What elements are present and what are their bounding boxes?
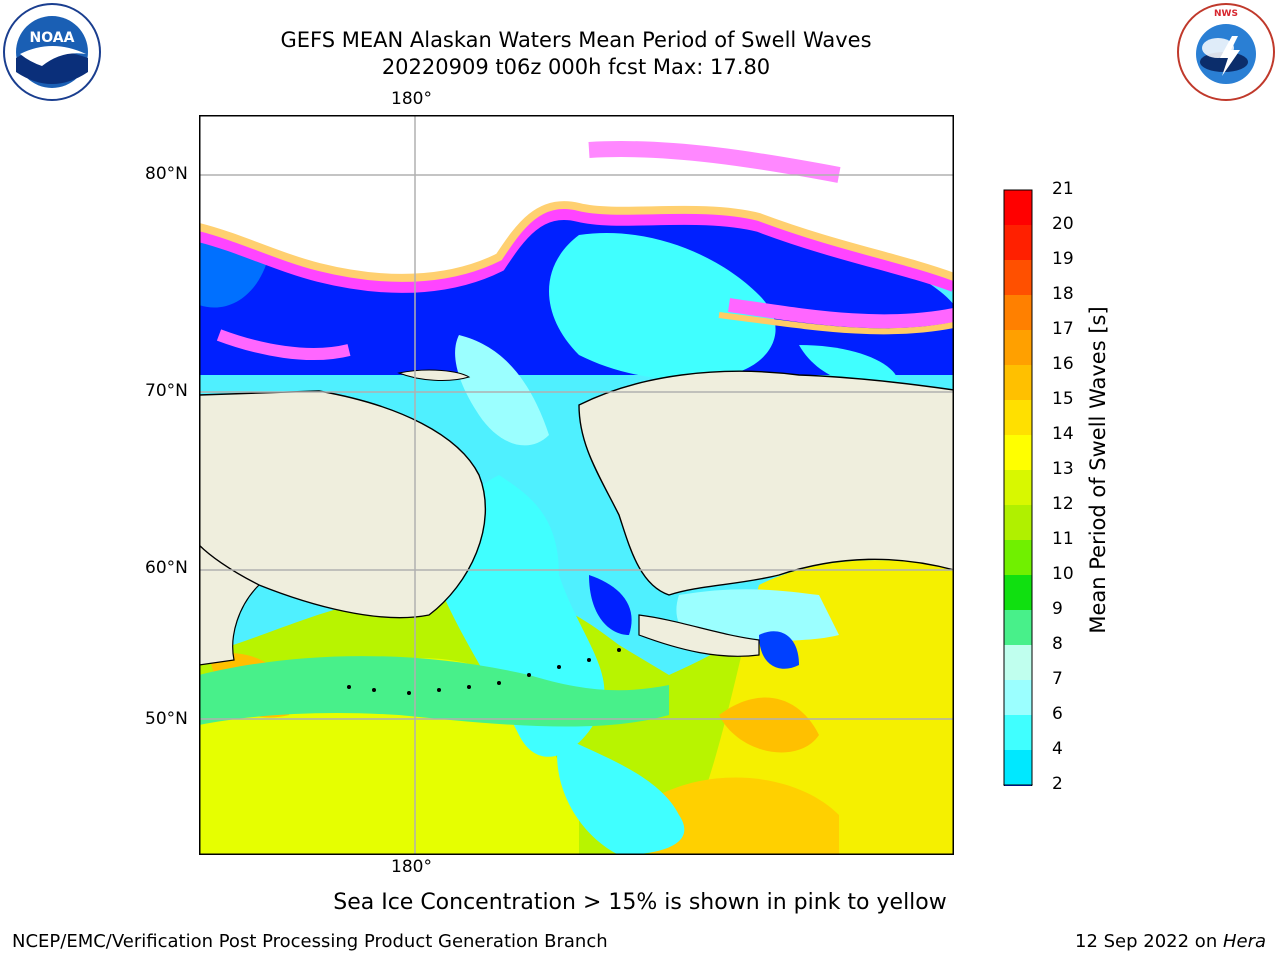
- colorbar-tick-label: 9: [1052, 599, 1063, 619]
- svg-text:NOAA: NOAA: [30, 30, 75, 46]
- lat-label-80: 80°N: [145, 164, 188, 184]
- map-border: [199, 115, 954, 855]
- land-alaska-peninsula: [638, 614, 760, 657]
- colorbar-segment: [1004, 190, 1032, 225]
- sea-ice-edge-yellow: [199, 201, 954, 282]
- colorbar-tick-label: 17: [1052, 319, 1074, 339]
- lat-label-70: 70°N: [145, 381, 188, 401]
- sea-ice-band-west: [216, 329, 351, 360]
- swell-patch-gulf-blue: [759, 631, 799, 669]
- colorbar-tick-label: 19: [1052, 249, 1074, 269]
- colorbar-outline: [1003, 189, 1033, 786]
- chart-subtitle: 20220909 t06z 000h fcst Max: 17.80: [381, 55, 771, 79]
- lat-label-60: 60°N: [145, 558, 188, 578]
- colorbar-tick-label: 10: [1052, 564, 1074, 584]
- footer-host: Hera: [1222, 931, 1266, 952]
- colorbar-segment: [1004, 540, 1032, 575]
- colorbar-tick-label: 21: [1052, 179, 1074, 199]
- colorbar-segment: [1004, 400, 1032, 435]
- colorbar-segment: [1004, 330, 1032, 365]
- colorbar-title: Mean Period of Swell Waves [s]: [1086, 306, 1110, 634]
- colorbar-segment: [1004, 505, 1032, 540]
- colorbar-tick-label: 11: [1052, 529, 1074, 549]
- colorbar-tick-label: 16: [1052, 354, 1074, 374]
- lon-label-bottom: 180°: [391, 857, 432, 877]
- colorbar-tick-label: 7: [1052, 669, 1063, 689]
- swell-patch-bristol: [589, 575, 632, 635]
- lon-label-top: 180°: [391, 89, 432, 109]
- colorbar-segment: [1004, 470, 1032, 505]
- footer-date: 12 Sep 2022 on Hera: [1075, 931, 1266, 952]
- footer-credit: NCEP/EMC/Verification Post Processing Pr…: [12, 931, 608, 952]
- colorbar-tick-label: 15: [1052, 389, 1074, 409]
- colorbar-tick-label: 6: [1052, 704, 1063, 724]
- swell-region-chukchi: [549, 233, 776, 379]
- sea-ice-band-east: [728, 298, 954, 329]
- swell-band-aleutians: [199, 656, 669, 727]
- colorbar-segment: [1004, 225, 1032, 260]
- land-kamchatka: [199, 544, 261, 666]
- colorbar-segment: [1004, 750, 1032, 785]
- colorbar-segment: [1004, 715, 1032, 750]
- land-wrangel-island: [397, 369, 471, 381]
- colorbar-segment: [1004, 645, 1032, 680]
- sea-ice-note: Sea Ice Concentration > 15% is shown in …: [333, 890, 947, 915]
- colorbar: [1003, 189, 1033, 786]
- colorbar-tick-label: 18: [1052, 284, 1074, 304]
- footer-date-text: 12 Sep 2022 on: [1075, 931, 1223, 952]
- aleutian-islands: [347, 648, 621, 695]
- swell-patch-orange: [719, 697, 819, 753]
- colorbar-segment: [1004, 610, 1032, 645]
- colorbar-tick-label: 20: [1052, 214, 1074, 234]
- colorbar-tick-label: 14: [1052, 424, 1074, 444]
- chart-title: GEFS MEAN Alaskan Waters Mean Period of …: [280, 28, 872, 52]
- noaa-logo: NOAA: [3, 3, 101, 101]
- colorbar-tick-label: 13: [1052, 459, 1074, 479]
- swell-patch-beaufort: [799, 345, 899, 387]
- colorbar-segment: [1004, 260, 1032, 295]
- svg-text:NWS: NWS: [1214, 9, 1238, 19]
- colorbar-tick-label: 2: [1052, 774, 1063, 794]
- sea-ice-band-north: [588, 141, 841, 183]
- nws-logo: NWS: [1177, 3, 1275, 101]
- swell-tongue-south: [557, 735, 685, 855]
- swell-patch-chukchi-south: [455, 335, 549, 446]
- colorbar-tick-label: 12: [1052, 494, 1074, 514]
- colorbar-segment: [1004, 680, 1032, 715]
- colorbar-segment: [1004, 435, 1032, 470]
- graticule: [199, 115, 954, 855]
- sea-ice-band-east-yellow: [718, 312, 954, 335]
- colorbar-segment: [1004, 295, 1032, 330]
- map-panel: [199, 115, 954, 855]
- colorbar-segment: [1004, 575, 1032, 610]
- lat-label-50: 50°N: [145, 709, 188, 729]
- sea-ice-edge-pink: [199, 206, 954, 293]
- swell-patch-orange-south: [649, 777, 839, 855]
- land-alaska: [578, 370, 954, 596]
- colorbar-tick-label: 8: [1052, 634, 1063, 654]
- colorbar-segment: [1004, 365, 1032, 400]
- colorbar-tick-label: 4: [1052, 739, 1063, 759]
